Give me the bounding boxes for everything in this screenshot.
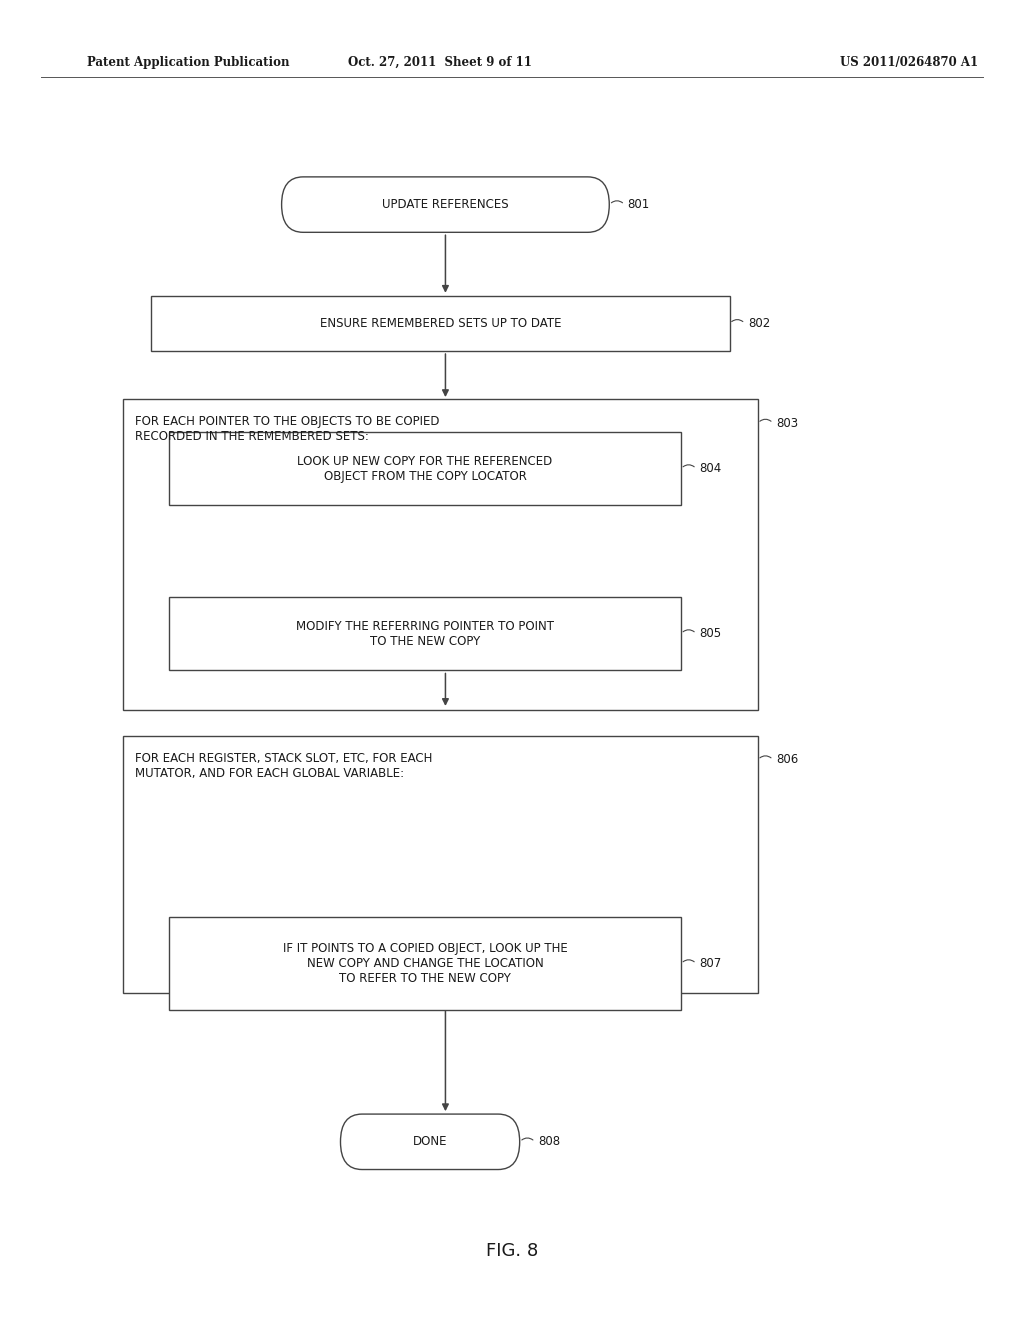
Text: UPDATE REFERENCES: UPDATE REFERENCES — [382, 198, 509, 211]
FancyBboxPatch shape — [123, 399, 758, 710]
Text: FOR EACH POINTER TO THE OBJECTS TO BE COPIED
RECORDED IN THE REMEMBERED SETS:: FOR EACH POINTER TO THE OBJECTS TO BE CO… — [135, 414, 439, 444]
Text: 804: 804 — [699, 462, 722, 475]
Text: IF IT POINTS TO A COPIED OBJECT, LOOK UP THE
NEW COPY AND CHANGE THE LOCATION
TO: IF IT POINTS TO A COPIED OBJECT, LOOK UP… — [283, 942, 567, 985]
Text: ENSURE REMEMBERED SETS UP TO DATE: ENSURE REMEMBERED SETS UP TO DATE — [319, 317, 561, 330]
FancyBboxPatch shape — [282, 177, 609, 232]
Text: FIG. 8: FIG. 8 — [485, 1242, 539, 1261]
Text: 802: 802 — [748, 317, 770, 330]
FancyBboxPatch shape — [123, 737, 758, 993]
Text: Patent Application Publication: Patent Application Publication — [87, 55, 290, 69]
Text: 803: 803 — [776, 417, 799, 429]
FancyBboxPatch shape — [169, 432, 681, 504]
Text: 807: 807 — [699, 957, 722, 970]
Text: 808: 808 — [539, 1135, 560, 1148]
Text: 801: 801 — [628, 198, 650, 211]
FancyBboxPatch shape — [169, 917, 681, 1010]
Text: Oct. 27, 2011  Sheet 9 of 11: Oct. 27, 2011 Sheet 9 of 11 — [348, 55, 532, 69]
Text: DONE: DONE — [413, 1135, 447, 1148]
Text: 805: 805 — [699, 627, 722, 640]
FancyBboxPatch shape — [152, 296, 729, 351]
Text: MODIFY THE REFERRING POINTER TO POINT
TO THE NEW COPY: MODIFY THE REFERRING POINTER TO POINT TO… — [296, 619, 554, 648]
FancyBboxPatch shape — [340, 1114, 520, 1170]
Text: FOR EACH REGISTER, STACK SLOT, ETC, FOR EACH
MUTATOR, AND FOR EACH GLOBAL VARIAB: FOR EACH REGISTER, STACK SLOT, ETC, FOR … — [135, 752, 432, 780]
Text: LOOK UP NEW COPY FOR THE REFERENCED
OBJECT FROM THE COPY LOCATOR: LOOK UP NEW COPY FOR THE REFERENCED OBJE… — [297, 454, 553, 483]
FancyBboxPatch shape — [169, 597, 681, 671]
Text: US 2011/0264870 A1: US 2011/0264870 A1 — [840, 55, 978, 69]
Text: 806: 806 — [776, 754, 799, 766]
